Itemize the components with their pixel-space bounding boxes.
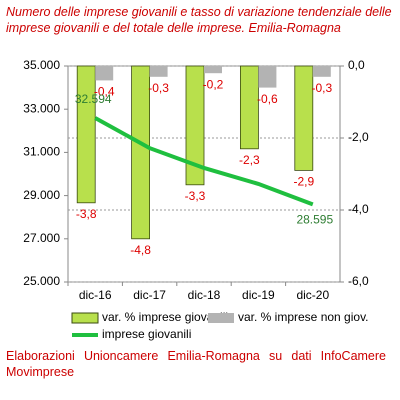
y-tick-label: 25.000 [23, 274, 60, 288]
data-label: -3,8 [76, 207, 97, 221]
y2-tick-label: -4,0 [348, 202, 369, 216]
line [94, 116, 314, 207]
bar [258, 66, 277, 88]
legend-label: var. % imprese non giov. [238, 310, 369, 324]
bar [204, 66, 222, 74]
legend-swatch [208, 313, 234, 323]
data-label: -4,8 [130, 243, 151, 257]
x-tick-label: dic-17 [133, 288, 166, 302]
bar [239, 65, 259, 150]
bar [131, 65, 151, 240]
data-label: -0,4 [94, 85, 115, 99]
y-tick-label: 35.000 [23, 58, 60, 72]
bar [149, 66, 168, 77]
y2-tick-label: 0,0 [348, 58, 365, 72]
chart-title: Numero delle imprese giovanili e tasso d… [6, 5, 392, 35]
bar [294, 65, 314, 171]
legend-swatch [71, 312, 99, 324]
data-label: -3,3 [185, 189, 206, 203]
data-label: -0,3 [148, 81, 169, 95]
data-label: -0,6 [257, 92, 278, 106]
x-tick-label: dic-20 [296, 288, 329, 302]
x-tick-label: dic-18 [188, 288, 221, 302]
y2-tick-label: -2,0 [348, 130, 369, 144]
y2-tick-label: -6,0 [348, 274, 369, 288]
bar [312, 66, 331, 77]
y-tick-label: 29.000 [23, 188, 60, 202]
y-tick-label: 33.000 [23, 101, 60, 115]
data-label: -0,2 [203, 77, 224, 91]
bar [185, 65, 205, 186]
data-label: 32.594 [75, 92, 112, 106]
bar [95, 66, 114, 81]
legend-label: var. % imprese giovanili [102, 310, 228, 324]
data-label: -2,3 [239, 153, 260, 167]
x-tick-label: dic-16 [79, 288, 112, 302]
bar [76, 65, 96, 204]
data-label: -2,9 [293, 175, 314, 189]
legend-label: imprese giovanili [102, 327, 191, 341]
data-label: 28.595 [296, 213, 333, 227]
data-label: -0,3 [311, 81, 332, 95]
source: Elaborazioni Unioncamere Emilia-Romagna … [6, 349, 386, 379]
x-tick-label: dic-19 [242, 288, 275, 302]
y-tick-label: 27.000 [23, 231, 60, 245]
y-tick-label: 31.000 [23, 145, 60, 159]
